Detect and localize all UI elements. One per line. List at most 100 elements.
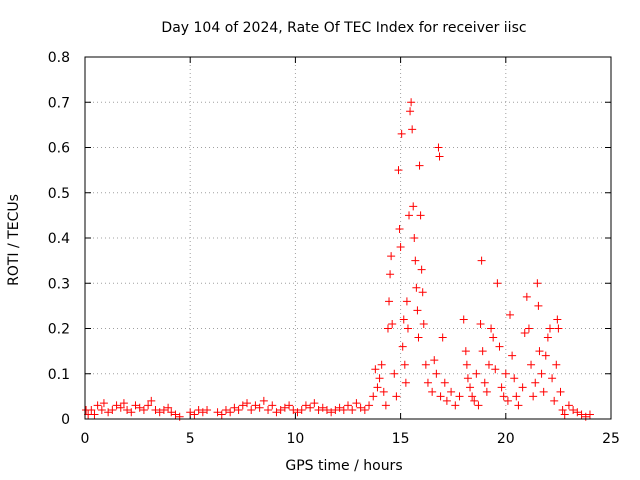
y-tick-labels: 0 0.1 0.2 0.3 0.4 0.5 0.6 0.7 0.8: [48, 50, 70, 428]
data-point: [428, 387, 437, 396]
data-point: [402, 297, 411, 306]
data-point: [543, 333, 552, 342]
y-tick-label: 0: [61, 412, 70, 428]
data-point: [550, 396, 559, 405]
data-point: [522, 292, 531, 301]
data-point: [144, 401, 153, 410]
data-point: [564, 401, 573, 410]
data-point: [581, 412, 590, 421]
data-point: [527, 360, 536, 369]
data-point: [226, 408, 235, 417]
data-point: [435, 152, 444, 161]
grid: [85, 57, 611, 419]
data-point: [480, 378, 489, 387]
data-point: [406, 107, 415, 116]
data-point: [569, 405, 578, 414]
data-point: [344, 401, 352, 410]
data-point: [388, 319, 397, 328]
data-point: [147, 396, 156, 405]
data-point: [539, 387, 548, 396]
data-point: [408, 125, 417, 134]
data-point: [396, 243, 405, 252]
y-tick-label: 0.1: [48, 367, 70, 383]
data-point: [506, 310, 515, 319]
data-point: [462, 360, 471, 369]
data-point: [400, 360, 409, 369]
data-point: [108, 405, 117, 414]
x-tick-label: 20: [497, 431, 515, 447]
data-point: [339, 405, 348, 414]
data-point: [285, 401, 294, 410]
data-point: [385, 297, 394, 306]
data-point: [518, 383, 527, 392]
data-point: [243, 399, 252, 408]
y-tick-label: 0.3: [48, 276, 70, 292]
data-point: [577, 410, 586, 419]
data-point: [175, 412, 184, 421]
y-tick-label: 0.6: [48, 141, 70, 157]
data-point: [127, 408, 136, 417]
data-point: [401, 378, 410, 387]
data-point: [159, 405, 168, 414]
data-point: [489, 333, 498, 342]
data-point: [478, 347, 487, 356]
data-point: [399, 315, 408, 324]
data-point: [310, 399, 319, 408]
data-point: [459, 315, 468, 324]
data-point: [499, 392, 508, 401]
data-point: [377, 360, 386, 369]
data-point: [90, 410, 99, 419]
data-point: [255, 403, 264, 412]
data-point: [186, 408, 195, 417]
data-point: [289, 405, 298, 414]
data-point: [463, 374, 472, 383]
data-point: [438, 333, 447, 342]
data-point: [171, 410, 180, 419]
data-point: [314, 405, 323, 414]
data-point: [119, 399, 128, 408]
data-point: [238, 401, 247, 410]
data-point: [390, 369, 399, 378]
data-point: [409, 202, 418, 211]
data-points: [82, 98, 594, 421]
data-point: [387, 252, 396, 261]
data-point: [468, 392, 477, 401]
data-point: [217, 410, 226, 419]
data-point: [508, 351, 517, 360]
data-point: [93, 401, 102, 410]
chart-title: Day 104 of 2024, Rate Of TEC Index for r…: [161, 20, 526, 36]
x-tick-label: 15: [392, 431, 410, 447]
data-point: [436, 392, 445, 401]
data-point: [476, 319, 485, 328]
data-point: [533, 279, 542, 288]
data-point: [423, 378, 432, 387]
data-point: [455, 392, 464, 401]
data-point: [461, 347, 470, 356]
data-point: [403, 324, 412, 333]
data-point: [301, 401, 310, 410]
x-tick-labels: 0 5 10 15 20 25: [81, 431, 620, 447]
data-point: [413, 306, 422, 315]
data-point: [280, 403, 289, 412]
data-point: [524, 324, 533, 333]
data-point: [375, 374, 384, 383]
data-point: [194, 405, 203, 414]
data-point: [360, 405, 369, 414]
data-point: [477, 256, 486, 265]
data-point: [322, 405, 331, 414]
data-point: [434, 143, 443, 152]
data-point: [541, 351, 550, 360]
data-point: [383, 324, 392, 333]
data-point: [497, 383, 506, 392]
data-point: [365, 401, 374, 410]
data-point: [493, 279, 502, 288]
data-point: [535, 347, 544, 356]
data-point: [293, 408, 302, 417]
data-point: [487, 324, 496, 333]
y-axis-label: ROTI / TECUs: [6, 194, 22, 286]
data-point: [440, 378, 449, 387]
data-point: [416, 211, 425, 220]
data-point: [556, 387, 565, 396]
y-tick-label: 0.4: [48, 231, 70, 247]
data-point: [432, 369, 441, 378]
